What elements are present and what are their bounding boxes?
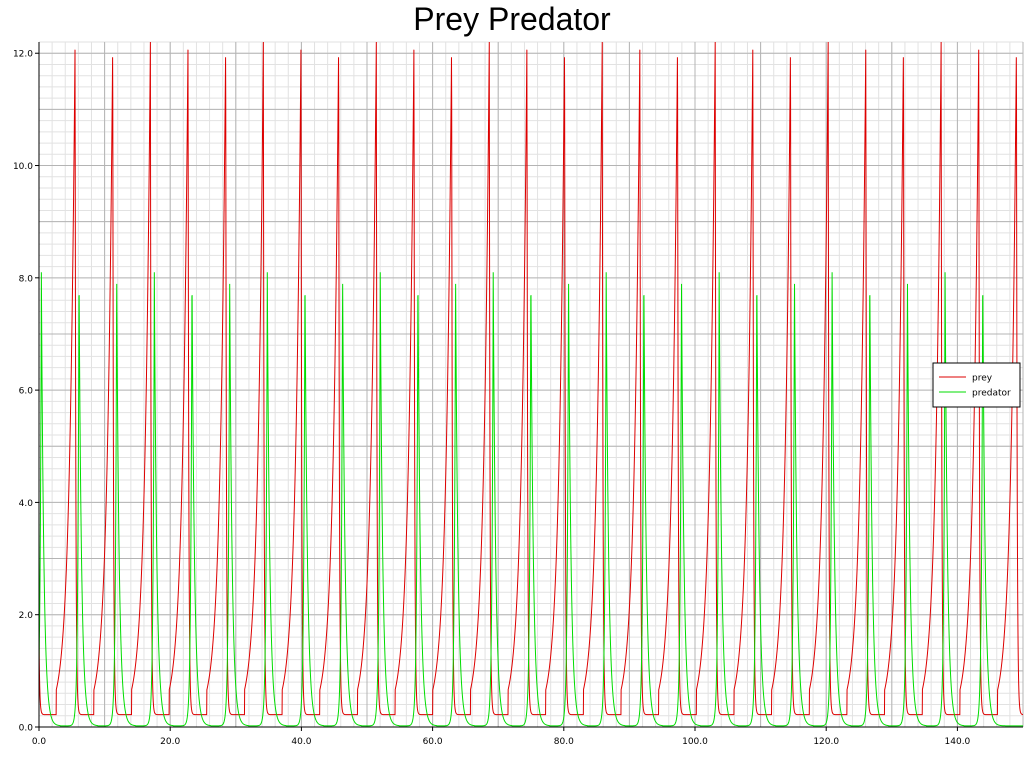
legend-layer: prey predator — [932, 362, 1021, 408]
y-tick-label: 12.0 — [13, 50, 33, 60]
x-tick-label: 0.0 — [32, 737, 47, 747]
y-tick-label: 6.0 — [19, 387, 34, 397]
x-tick-label: 100.0 — [682, 737, 708, 747]
y-tick-label: 8.0 — [19, 274, 34, 284]
x-tick-label: 120.0 — [813, 737, 839, 747]
series-layer — [38, 41, 1024, 727]
chart-title: Prey Predator — [413, 1, 611, 37]
y-tick-label: 10.0 — [13, 162, 33, 172]
y-tick-label: 4.0 — [19, 499, 34, 509]
y-tick-label: 2.0 — [19, 611, 34, 621]
x-tick-label: 20.0 — [160, 737, 180, 747]
x-tick-label: 140.0 — [945, 737, 971, 747]
series-line-prey — [38, 41, 1024, 716]
x-tick-label: 60.0 — [423, 737, 443, 747]
legend-box — [932, 362, 1021, 408]
y-tick-label: 0.0 — [19, 724, 34, 734]
series-line-predator — [38, 272, 1023, 727]
axes-layer: 0.0 20.0 40.0 60.0 80.0 100.0 120.0 140.0 0.0 2.0… — [13, 42, 1023, 747]
legend-label-predator: predator — [972, 389, 1011, 399]
x-tick-label: 40.0 — [291, 737, 311, 747]
x-tick-label: 80.0 — [554, 737, 574, 747]
legend-label-prey: prey — [972, 374, 993, 384]
